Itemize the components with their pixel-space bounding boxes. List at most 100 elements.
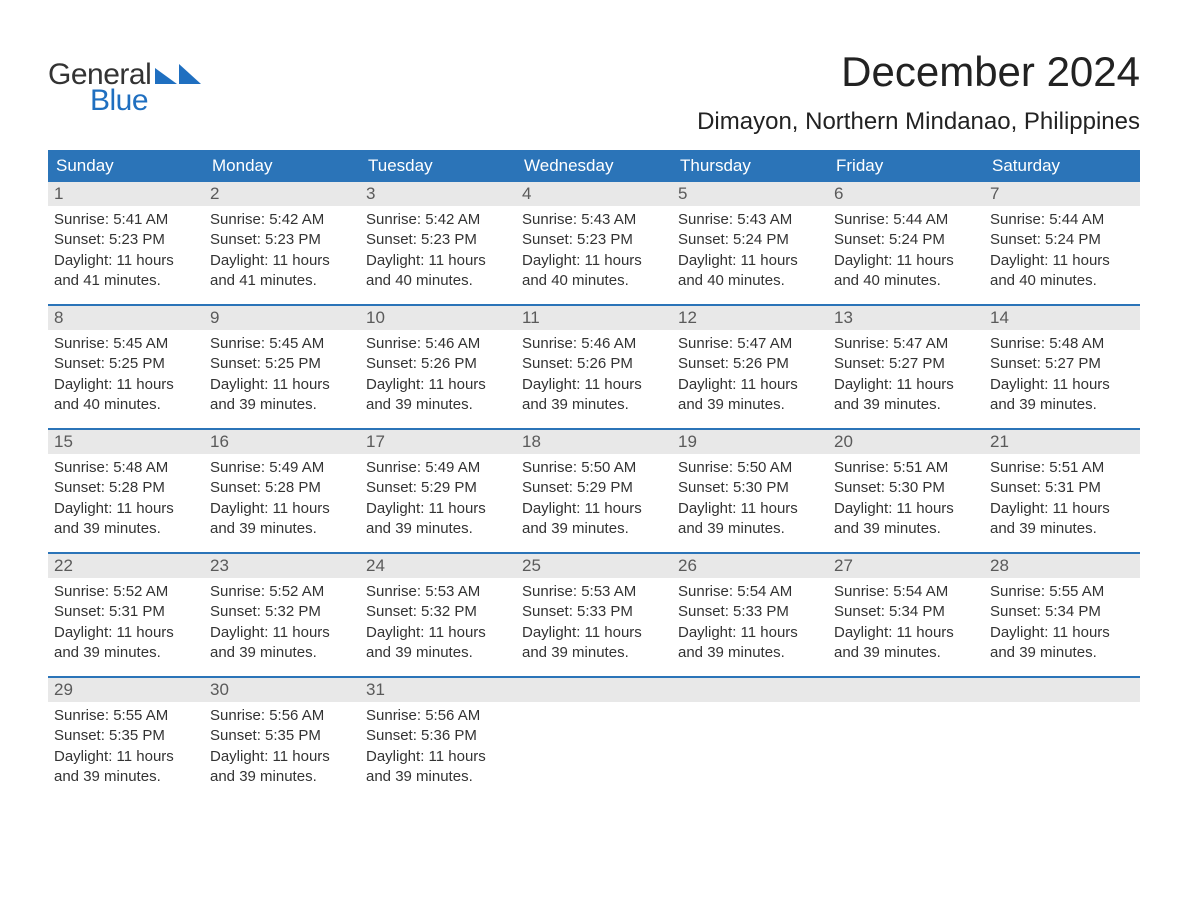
header: General Blue December 2024 Dimayon, Nort… [48,48,1140,146]
day-content: Sunrise: 5:53 AMSunset: 5:33 PMDaylight:… [516,578,672,669]
sunrise-line: Sunrise: 5:43 AM [678,210,822,230]
day-content: Sunrise: 5:50 AMSunset: 5:30 PMDaylight:… [672,454,828,545]
daylight-line: Daylight: 11 hours and 40 minutes. [522,251,666,292]
day-content [516,702,672,712]
daylight-line: Daylight: 11 hours and 40 minutes. [54,375,198,416]
calendar-day-cell: 12Sunrise: 5:47 AMSunset: 5:26 PMDayligh… [672,306,828,428]
day-content: Sunrise: 5:47 AMSunset: 5:26 PMDaylight:… [672,330,828,421]
daylight-line: Daylight: 11 hours and 39 minutes. [366,747,510,788]
calendar-day-cell: 14Sunrise: 5:48 AMSunset: 5:27 PMDayligh… [984,306,1140,428]
calendar-day-cell: 21Sunrise: 5:51 AMSunset: 5:31 PMDayligh… [984,430,1140,552]
day-of-week-cell: Friday [828,150,984,182]
daylight-line: Daylight: 11 hours and 39 minutes. [990,375,1134,416]
daylight-line: Daylight: 11 hours and 40 minutes. [834,251,978,292]
daylight-line: Daylight: 11 hours and 39 minutes. [678,375,822,416]
sunset-line: Sunset: 5:23 PM [54,230,198,250]
day-of-week-header: SundayMondayTuesdayWednesdayThursdayFrid… [48,150,1140,182]
daylight-line: Daylight: 11 hours and 39 minutes. [210,499,354,540]
sunset-line: Sunset: 5:28 PM [54,478,198,498]
day-of-week-cell: Monday [204,150,360,182]
day-number: 4 [516,182,672,206]
sunset-line: Sunset: 5:35 PM [210,726,354,746]
sunset-line: Sunset: 5:29 PM [366,478,510,498]
day-number: 9 [204,306,360,330]
day-number: 2 [204,182,360,206]
sunrise-line: Sunrise: 5:41 AM [54,210,198,230]
day-number: 20 [828,430,984,454]
calendar-day-cell: 15Sunrise: 5:48 AMSunset: 5:28 PMDayligh… [48,430,204,552]
day-number: 3 [360,182,516,206]
daylight-line: Daylight: 11 hours and 40 minutes. [990,251,1134,292]
calendar-day-cell [672,678,828,800]
daylight-line: Daylight: 11 hours and 39 minutes. [522,499,666,540]
logo-text-blue: Blue [90,84,148,118]
day-number: 11 [516,306,672,330]
day-content: Sunrise: 5:46 AMSunset: 5:26 PMDaylight:… [516,330,672,421]
calendar-day-cell: 5Sunrise: 5:43 AMSunset: 5:24 PMDaylight… [672,182,828,304]
sunrise-line: Sunrise: 5:53 AM [522,582,666,602]
daylight-line: Daylight: 11 hours and 40 minutes. [678,251,822,292]
sunrise-line: Sunrise: 5:50 AM [678,458,822,478]
daylight-line: Daylight: 11 hours and 39 minutes. [366,623,510,664]
calendar-week: 29Sunrise: 5:55 AMSunset: 5:35 PMDayligh… [48,676,1140,800]
calendar-day-cell: 2Sunrise: 5:42 AMSunset: 5:23 PMDaylight… [204,182,360,304]
sunrise-line: Sunrise: 5:46 AM [366,334,510,354]
calendar-day-cell: 29Sunrise: 5:55 AMSunset: 5:35 PMDayligh… [48,678,204,800]
sunset-line: Sunset: 5:25 PM [210,354,354,374]
sunset-line: Sunset: 5:33 PM [522,602,666,622]
day-number: 28 [984,554,1140,578]
day-content [672,702,828,712]
sunrise-line: Sunrise: 5:45 AM [210,334,354,354]
day-content: Sunrise: 5:49 AMSunset: 5:29 PMDaylight:… [360,454,516,545]
day-number: 18 [516,430,672,454]
sunrise-line: Sunrise: 5:55 AM [990,582,1134,602]
sunset-line: Sunset: 5:26 PM [522,354,666,374]
sunset-line: Sunset: 5:31 PM [54,602,198,622]
calendar-day-cell: 28Sunrise: 5:55 AMSunset: 5:34 PMDayligh… [984,554,1140,676]
day-number [516,678,672,702]
day-content: Sunrise: 5:51 AMSunset: 5:30 PMDaylight:… [828,454,984,545]
day-number: 6 [828,182,984,206]
sunrise-line: Sunrise: 5:48 AM [54,458,198,478]
day-content [984,702,1140,712]
daylight-line: Daylight: 11 hours and 39 minutes. [54,623,198,664]
calendar-day-cell: 25Sunrise: 5:53 AMSunset: 5:33 PMDayligh… [516,554,672,676]
daylight-line: Daylight: 11 hours and 39 minutes. [834,375,978,416]
calendar-day-cell: 7Sunrise: 5:44 AMSunset: 5:24 PMDaylight… [984,182,1140,304]
day-number: 22 [48,554,204,578]
sunrise-line: Sunrise: 5:50 AM [522,458,666,478]
calendar-day-cell: 22Sunrise: 5:52 AMSunset: 5:31 PMDayligh… [48,554,204,676]
calendar-day-cell: 18Sunrise: 5:50 AMSunset: 5:29 PMDayligh… [516,430,672,552]
calendar-day-cell: 30Sunrise: 5:56 AMSunset: 5:35 PMDayligh… [204,678,360,800]
day-number: 12 [672,306,828,330]
sunset-line: Sunset: 5:28 PM [210,478,354,498]
daylight-line: Daylight: 11 hours and 39 minutes. [834,623,978,664]
calendar-day-cell: 4Sunrise: 5:43 AMSunset: 5:23 PMDaylight… [516,182,672,304]
sunrise-line: Sunrise: 5:53 AM [366,582,510,602]
calendar-week: 1Sunrise: 5:41 AMSunset: 5:23 PMDaylight… [48,182,1140,304]
daylight-line: Daylight: 11 hours and 39 minutes. [834,499,978,540]
day-number: 21 [984,430,1140,454]
sunset-line: Sunset: 5:32 PM [366,602,510,622]
sunset-line: Sunset: 5:23 PM [522,230,666,250]
calendar-day-cell: 8Sunrise: 5:45 AMSunset: 5:25 PMDaylight… [48,306,204,428]
daylight-line: Daylight: 11 hours and 39 minutes. [210,375,354,416]
day-content: Sunrise: 5:42 AMSunset: 5:23 PMDaylight:… [204,206,360,297]
daylight-line: Daylight: 11 hours and 39 minutes. [678,623,822,664]
daylight-line: Daylight: 11 hours and 39 minutes. [678,499,822,540]
calendar-day-cell: 27Sunrise: 5:54 AMSunset: 5:34 PMDayligh… [828,554,984,676]
daylight-line: Daylight: 11 hours and 39 minutes. [522,623,666,664]
sunrise-line: Sunrise: 5:54 AM [678,582,822,602]
sunrise-line: Sunrise: 5:51 AM [834,458,978,478]
sunset-line: Sunset: 5:27 PM [990,354,1134,374]
day-number: 26 [672,554,828,578]
day-number: 17 [360,430,516,454]
sunrise-line: Sunrise: 5:47 AM [834,334,978,354]
day-content: Sunrise: 5:41 AMSunset: 5:23 PMDaylight:… [48,206,204,297]
calendar: SundayMondayTuesdayWednesdayThursdayFrid… [48,150,1140,800]
calendar-day-cell [516,678,672,800]
calendar-day-cell: 9 Sunrise: 5:45 AMSunset: 5:25 PMDaylight… [204,306,360,428]
calendar-day-cell: 13Sunrise: 5:47 AMSunset: 5:27 PMDayligh… [828,306,984,428]
calendar-day-cell: 20Sunrise: 5:51 AMSunset: 5:30 PMDayligh… [828,430,984,552]
day-number: 15 [48,430,204,454]
